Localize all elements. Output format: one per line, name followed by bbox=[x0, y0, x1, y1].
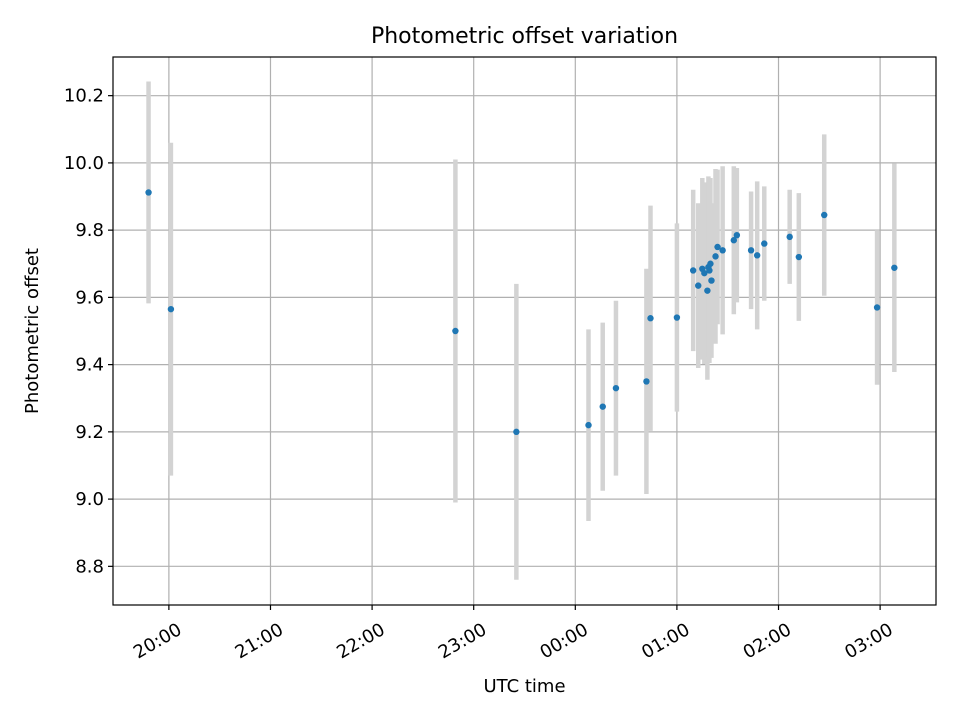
data-points bbox=[145, 189, 898, 436]
x-tick-label: 03:00 bbox=[841, 619, 896, 663]
y-axis-ticks: 8.8 9.0 9.2 9.4 9.6 9.8 10.0 10.2 bbox=[64, 86, 113, 577]
x-tick-label: 20:00 bbox=[130, 619, 185, 663]
data-point bbox=[612, 384, 620, 392]
y-tick-label: 9.0 bbox=[75, 489, 104, 510]
data-point bbox=[704, 287, 711, 294]
x-tick-label: 02:00 bbox=[740, 619, 795, 663]
error-bars bbox=[146, 81, 897, 580]
data-point bbox=[753, 252, 761, 259]
data-point bbox=[821, 211, 828, 219]
data-point bbox=[891, 264, 898, 271]
data-point bbox=[585, 421, 592, 429]
x-axis-ticks: 20:00 21:00 22:00 23:00 00:00 01:00 02:00 03:00 bbox=[130, 605, 897, 663]
data-point bbox=[689, 267, 697, 274]
data-point bbox=[730, 237, 738, 244]
data-point bbox=[733, 231, 741, 239]
x-tick-label: 01:00 bbox=[638, 619, 693, 663]
plot-frame bbox=[112, 56, 937, 606]
y-tick-label: 10.2 bbox=[64, 86, 104, 107]
x-axis-label: UTC time bbox=[483, 676, 565, 697]
data-point bbox=[167, 305, 175, 313]
y-tick-label: 9.8 bbox=[75, 220, 104, 241]
data-point bbox=[452, 327, 459, 335]
data-point bbox=[708, 277, 715, 284]
data-point bbox=[695, 282, 702, 289]
y-tick-label: 9.6 bbox=[75, 287, 104, 308]
data-point bbox=[701, 269, 708, 277]
data-point bbox=[707, 260, 714, 267]
data-point bbox=[145, 189, 152, 196]
grid bbox=[113, 57, 936, 605]
x-tick-label: 21:00 bbox=[232, 619, 287, 663]
data-point bbox=[673, 314, 681, 321]
y-tick-label: 9.4 bbox=[75, 355, 104, 376]
x-tick-label: 23:00 bbox=[435, 619, 490, 663]
data-point bbox=[712, 253, 719, 260]
y-tick-label: 10.0 bbox=[64, 153, 104, 174]
data-point bbox=[786, 233, 793, 241]
data-point bbox=[643, 378, 650, 385]
data-point bbox=[795, 253, 803, 261]
data-point bbox=[647, 315, 654, 322]
y-axis-label: Photometric offset bbox=[22, 248, 43, 414]
data-point bbox=[714, 243, 721, 251]
data-point bbox=[513, 428, 520, 436]
y-tick-label: 9.2 bbox=[75, 422, 104, 443]
data-point bbox=[719, 247, 726, 254]
x-tick-label: 22:00 bbox=[333, 619, 388, 663]
chart-title: Photometric offset variation bbox=[371, 24, 678, 49]
data-point bbox=[599, 403, 606, 410]
data-point bbox=[747, 247, 755, 254]
data-point bbox=[706, 267, 713, 274]
x-tick-label: 00:00 bbox=[536, 619, 591, 663]
data-point bbox=[761, 240, 768, 247]
data-point bbox=[873, 304, 881, 311]
y-tick-label: 8.8 bbox=[75, 556, 104, 577]
